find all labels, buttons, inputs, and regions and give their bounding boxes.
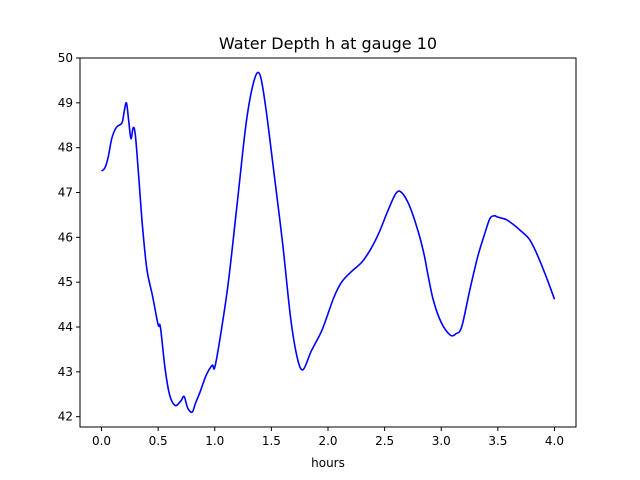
x-axis-label: hours: [311, 456, 345, 470]
x-tick-label: 4.0: [545, 434, 564, 448]
x-tick-label: 1.0: [205, 434, 224, 448]
y-tick-label: 48: [58, 141, 73, 155]
chart-title: Water Depth h at gauge 10: [219, 34, 437, 53]
plot-frame: [79, 57, 577, 428]
series-line: [100, 71, 556, 414]
y-tick-label: 45: [58, 275, 73, 289]
x-tick-label: 2.5: [375, 434, 394, 448]
y-tick-label: 47: [58, 186, 73, 200]
y-tick-label: 44: [58, 320, 73, 334]
x-tick-label: 3.0: [432, 434, 451, 448]
plot-area: [100, 71, 556, 414]
x-axis: 0.0 0.5 1.0 1.5 2.0 2.5 3.0 3.5 4.0: [92, 427, 564, 448]
y-tick-label: 43: [58, 365, 73, 379]
y-axis: 42 43 44 45 46 47 48 49 50: [58, 51, 80, 424]
x-tick-label: 1.5: [262, 434, 281, 448]
y-tick-label: 50: [58, 51, 73, 65]
x-tick-label: 0.0: [92, 434, 111, 448]
x-tick-label: 3.5: [488, 434, 507, 448]
x-tick-label: 0.5: [149, 434, 168, 448]
x-tick-label: 2.0: [318, 434, 337, 448]
y-tick-label: 46: [58, 230, 73, 244]
y-tick-label: 49: [58, 96, 73, 110]
y-tick-label: 42: [58, 410, 73, 424]
